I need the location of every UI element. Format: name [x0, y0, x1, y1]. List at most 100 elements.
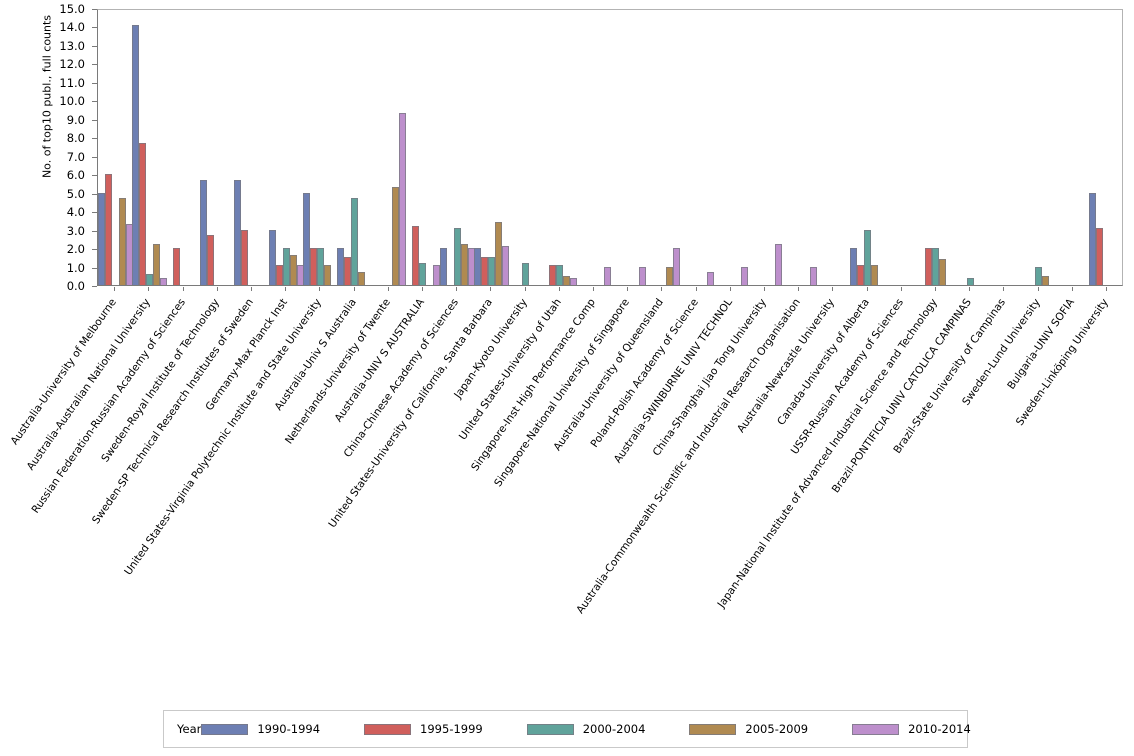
- bar: [173, 248, 180, 285]
- x-axis-tick-mark: [250, 287, 252, 291]
- legend: Year 1990-1994 1995-1999 2000-2004 2005-200…: [163, 710, 971, 748]
- bar: [850, 248, 857, 285]
- bar: [344, 257, 351, 285]
- bar-group: [234, 10, 269, 285]
- x-axis-tick-mark: [353, 287, 355, 291]
- bar: [358, 272, 365, 285]
- bar: [494, 222, 502, 285]
- bar-group: [884, 10, 919, 285]
- bar: [1089, 192, 1097, 285]
- bar: [241, 229, 249, 285]
- bar: [741, 266, 749, 285]
- legend-item[interactable]: 2000-2004: [526, 722, 690, 736]
- bar: [864, 229, 871, 285]
- legend-color-swatch: [526, 723, 574, 735]
- legend-item[interactable]: 2005-2009: [689, 722, 852, 736]
- bar-group: [782, 10, 817, 285]
- bar: [145, 273, 153, 285]
- bar: [501, 246, 509, 285]
- bar: [707, 272, 714, 285]
- x-axis-tick-mark: [1071, 287, 1073, 291]
- y-axis-tick-label: 8.0: [66, 131, 85, 146]
- x-axis-tick-mark: [114, 287, 116, 291]
- x-axis-tick-mark: [1003, 287, 1005, 291]
- bar: [809, 266, 817, 285]
- x-axis-tick-mark: [524, 287, 526, 291]
- y-axis-tick-mark: [92, 45, 97, 47]
- y-axis-tick-mark: [92, 286, 97, 287]
- bar: [1042, 275, 1049, 285]
- bar: [638, 266, 646, 285]
- x-axis-tick-mark: [695, 287, 697, 291]
- x-axis-tick-mark: [285, 287, 287, 291]
- legend-label: 2005-2009: [745, 722, 809, 736]
- bar: [473, 248, 481, 285]
- bar: [118, 198, 126, 285]
- bar-group: [371, 10, 407, 285]
- y-axis-tick-label: 5.0: [66, 186, 85, 201]
- bar: [302, 192, 310, 285]
- x-axis-tick-mark: [832, 287, 834, 291]
- bar: [104, 174, 112, 285]
- bar-group: [200, 10, 235, 285]
- bar-series-container: [97, 10, 1124, 285]
- bar-group: [1089, 10, 1124, 285]
- bar: [275, 264, 283, 285]
- bar-group: [166, 10, 201, 285]
- bar: [351, 198, 358, 285]
- y-axis-tick-mark: [92, 193, 97, 195]
- legend-color-swatch: [364, 723, 412, 735]
- y-axis-tick-label: 7.0: [66, 149, 85, 164]
- bar-group: [439, 10, 475, 285]
- bar: [419, 262, 427, 285]
- legend-item[interactable]: 2010-2014: [852, 722, 971, 736]
- legend-color-swatch: [201, 723, 249, 735]
- bar: [563, 275, 571, 285]
- x-axis-tick-mark: [934, 287, 936, 291]
- bar-group: [953, 10, 988, 285]
- bar-group: [542, 10, 578, 285]
- bar-group: [987, 10, 1022, 285]
- bar: [939, 259, 947, 285]
- x-axis-tick-mark: [387, 287, 389, 291]
- legend-item[interactable]: 1990-1994: [201, 722, 364, 736]
- bar: [570, 277, 578, 285]
- legend-item[interactable]: 1995-1999: [364, 722, 527, 736]
- bar: [399, 113, 407, 285]
- y-axis-tick-mark: [92, 64, 97, 66]
- x-axis-tick-mark: [866, 287, 868, 291]
- bar: [282, 248, 290, 285]
- bar: [932, 248, 940, 285]
- legend-title: Year: [177, 722, 202, 736]
- bar: [412, 225, 420, 285]
- x-axis-tick-mark: [182, 287, 184, 291]
- bar-group: [679, 10, 714, 285]
- bar: [200, 179, 208, 285]
- y-axis-tick-mark: [92, 82, 97, 84]
- legend-label: 1995-1999: [420, 722, 483, 736]
- x-axis-tick-mark: [319, 287, 321, 291]
- bar-group: [576, 10, 612, 285]
- bar: [392, 187, 400, 285]
- bar: [337, 248, 344, 285]
- bar: [289, 255, 297, 285]
- bar-group: [713, 10, 749, 285]
- x-axis-tick-mark: [558, 287, 560, 291]
- y-axis-tick-label: 9.0: [66, 112, 85, 127]
- bar: [1096, 227, 1104, 285]
- bar: [966, 277, 974, 285]
- y-axis-tick-label: 2.0: [66, 242, 85, 257]
- bar-group: [850, 10, 885, 285]
- x-axis-tick-mark: [900, 287, 902, 291]
- bar-group: [1055, 10, 1090, 285]
- bar-group: [268, 10, 304, 285]
- x-axis-tick-mark: [1037, 287, 1039, 291]
- bar: [857, 264, 864, 285]
- y-axis-tick-label: 10.0: [59, 94, 85, 109]
- bar: [268, 229, 276, 285]
- y-axis-tick-mark: [92, 249, 97, 251]
- bar-group: [405, 10, 441, 285]
- bar: [439, 248, 447, 285]
- bar-group: [645, 10, 680, 285]
- x-axis-tick-mark: [969, 287, 971, 291]
